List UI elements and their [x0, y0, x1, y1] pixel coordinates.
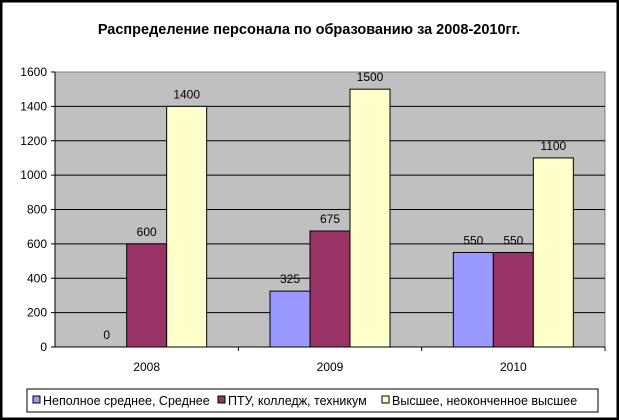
data-label: 1400 [173, 87, 200, 101]
bar-2010-series-2 [492, 251, 534, 348]
x-axis-tick-label: 2010 [500, 360, 527, 374]
data-label: 1100 [540, 139, 566, 153]
y-axis-tick-label: 400 [27, 271, 47, 285]
legend-box [26, 388, 599, 413]
bar-2008-series-2 [126, 243, 168, 348]
bar-2010-series-3 [532, 157, 574, 348]
bar-2009-series-3 [349, 88, 391, 348]
y-axis-tick-label: 800 [27, 203, 47, 217]
legend-swatch [381, 395, 390, 404]
legend-swatch [32, 395, 41, 404]
y-axis-tick-label: 0 [40, 340, 47, 354]
x-axis-tick-label: 2008 [133, 360, 160, 374]
y-axis-tick-label: 1600 [20, 65, 47, 79]
legend-label: Неполное среднее, Среднее [43, 394, 210, 408]
y-axis-tick-label: 200 [27, 306, 47, 320]
data-label: 550 [503, 233, 523, 247]
x-axis-tick-labels: 2008 2009 2010 [133, 347, 606, 374]
data-label: 675 [320, 212, 340, 226]
y-axis-tick-label: 600 [27, 237, 47, 251]
data-label: 1500 [357, 70, 384, 84]
y-axis-tick-labels: 0 200 400 600 800 1000 1200 1400 1600 [20, 65, 47, 354]
legend-label: ПТУ, колледж, техникум [228, 394, 367, 408]
y-axis-tick-label: 1000 [20, 168, 47, 182]
data-labels: 0 600 1400 325 675 1500 550 550 1100 [103, 70, 566, 342]
data-label: 550 [463, 233, 483, 247]
legend-swatch [217, 395, 226, 404]
y-axis-tick-label: 1400 [20, 99, 47, 113]
bar-2010-series-1 [452, 251, 494, 348]
data-label: 0 [103, 328, 110, 342]
bar-2008-series-3 [166, 105, 208, 348]
bar-2009-series-2 [309, 230, 351, 348]
legend-label: Высшее, неоконченное высшее [392, 394, 577, 408]
y-axis-tick-label: 1200 [20, 134, 47, 148]
data-label: 600 [137, 225, 157, 239]
x-axis-tick-label: 2009 [317, 360, 344, 374]
data-label: 325 [280, 272, 300, 286]
chart-title: Распределение персонала по образованию з… [98, 22, 520, 38]
bars [126, 88, 574, 348]
bar-2009-series-1 [269, 290, 311, 348]
legend: Неполное среднее, Среднее ПТУ, колледж, т… [26, 388, 599, 413]
